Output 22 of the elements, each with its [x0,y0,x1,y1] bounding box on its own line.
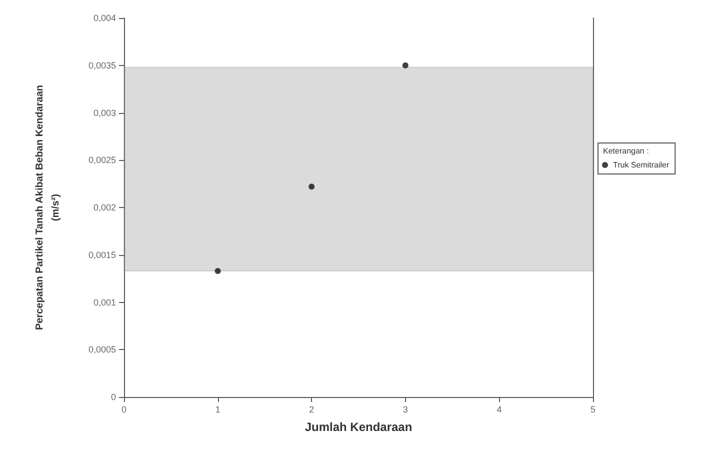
x-tick-label: 5 [590,404,596,414]
x-tick-label: 3 [402,404,408,414]
point [308,184,315,190]
x-tick-label: 4 [496,404,502,414]
y-tick-label: 0,0035 [88,60,116,70]
y-tick-label: 0,001 [93,297,116,308]
y-tick-label: 0,0025 [88,155,116,166]
legend-title: Keterangan : [603,146,649,156]
point [402,62,408,68]
y-tick-label: 0 [110,392,116,402]
y-tick-label: 0,003 [93,108,116,118]
x-axis-title: Jumlah Kendaraan [304,420,412,434]
y-tick-label: 0,0005 [88,344,116,355]
y-tick-label: 0,004 [93,13,116,23]
x-tick-label: 0 [121,404,127,414]
y-axis-title: Percepatan Partikel Tanah Akibat Beban Kendaraan (m/s²) [34,84,62,330]
y-tick-label: 0,002 [93,202,116,212]
x-tick-label: 2 [309,404,314,414]
x-tick-label: 1 [215,404,220,414]
point [214,268,221,274]
y-tick-label: 0,0015 [88,250,116,260]
legend-label: Truk Semitrailer [613,160,670,170]
